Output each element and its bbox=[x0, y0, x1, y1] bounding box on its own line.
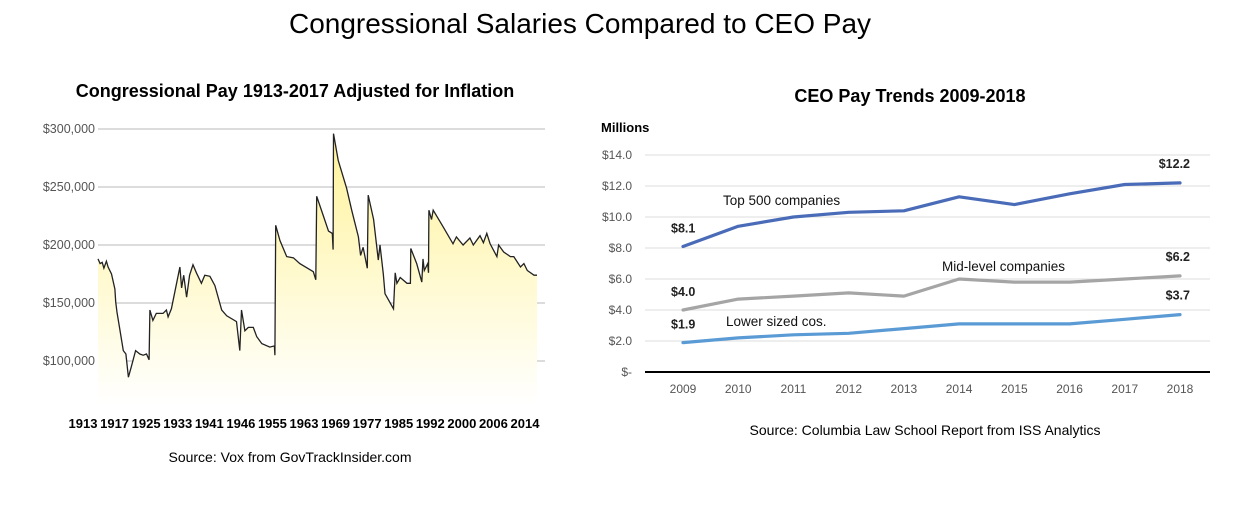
y-tick-label: $12.0 bbox=[602, 179, 632, 193]
x-tick-label: 2012 bbox=[835, 382, 862, 396]
x-tick-label: 1977 bbox=[353, 416, 382, 431]
series-name-label: Lower sized cos. bbox=[726, 314, 827, 329]
right-chart-source: Source: Columbia Law School Report from … bbox=[749, 422, 1101, 438]
x-tick-label: 2014 bbox=[511, 416, 541, 431]
y-tick-label: $- bbox=[621, 365, 632, 379]
x-tick-label: 1963 bbox=[290, 416, 319, 431]
x-tick-label: 1969 bbox=[321, 416, 350, 431]
x-tick-label: 1913 bbox=[69, 416, 98, 431]
x-tick-label: 2013 bbox=[891, 382, 918, 396]
y-tick-label: $10.0 bbox=[602, 210, 632, 224]
x-tick-label: 1941 bbox=[195, 416, 224, 431]
x-tick-label: 2014 bbox=[946, 382, 973, 396]
x-tick-label: 2018 bbox=[1167, 382, 1194, 396]
y-tick-label: $150,000 bbox=[43, 296, 95, 310]
x-tick-label: 1946 bbox=[226, 416, 255, 431]
left-chart-title: Congressional Pay 1913-2017 Adjusted for… bbox=[75, 81, 515, 101]
series-line-0 bbox=[681, 181, 1182, 249]
x-tick-label: 2000 bbox=[447, 416, 476, 431]
series-name-label: Top 500 companies bbox=[723, 193, 840, 208]
start-data-label: $1.9 bbox=[671, 318, 695, 332]
y-tick-label: $2.0 bbox=[609, 334, 633, 348]
y-tick-label: $200,000 bbox=[43, 238, 95, 252]
left-chart-source: Source: Vox from GovTrackInsider.com bbox=[168, 449, 412, 465]
y-tick-label: $8.0 bbox=[609, 241, 633, 255]
x-tick-label: 2016 bbox=[1056, 382, 1083, 396]
x-tick-label: 2011 bbox=[781, 382, 807, 396]
x-tick-label: 2006 bbox=[479, 416, 508, 431]
x-tick-label: 2009 bbox=[670, 382, 697, 396]
x-tick-label: 2010 bbox=[725, 382, 752, 396]
x-tick-label: 2017 bbox=[1111, 382, 1138, 396]
y-tick-label: $300,000 bbox=[43, 122, 95, 136]
end-data-label: $12.2 bbox=[1159, 157, 1190, 171]
x-tick-label: 1925 bbox=[132, 416, 161, 431]
start-data-label: $8.1 bbox=[671, 221, 695, 235]
y-tick-label: $100,000 bbox=[43, 354, 95, 368]
end-data-label: $3.7 bbox=[1166, 289, 1190, 303]
end-data-label: $6.2 bbox=[1166, 250, 1190, 264]
right-chart-title: CEO Pay Trends 2009-2018 bbox=[794, 86, 1026, 106]
series-line-1 bbox=[681, 274, 1182, 312]
series-line-2 bbox=[681, 313, 1182, 345]
y-tick-label: $250,000 bbox=[43, 180, 95, 194]
pay-line bbox=[97, 133, 537, 378]
y-tick-label: $14.0 bbox=[602, 148, 632, 162]
main-title: Congressional Salaries Compared to CEO P… bbox=[288, 8, 872, 39]
pay-area-fill bbox=[98, 133, 537, 405]
x-tick-label: 1955 bbox=[258, 416, 287, 431]
y-tick-label: $4.0 bbox=[609, 303, 633, 317]
y-axis-label: Millions bbox=[601, 120, 649, 135]
series-name-label: Mid-level companies bbox=[942, 259, 1065, 274]
x-tick-label: 1917 bbox=[100, 416, 129, 431]
start-data-label: $4.0 bbox=[671, 285, 695, 299]
x-tick-label: 1933 bbox=[163, 416, 192, 431]
x-tick-label: 2015 bbox=[1001, 382, 1028, 396]
y-tick-label: $6.0 bbox=[609, 272, 633, 286]
x-tick-label: 1992 bbox=[416, 416, 445, 431]
x-tick-label: 1985 bbox=[384, 416, 413, 431]
